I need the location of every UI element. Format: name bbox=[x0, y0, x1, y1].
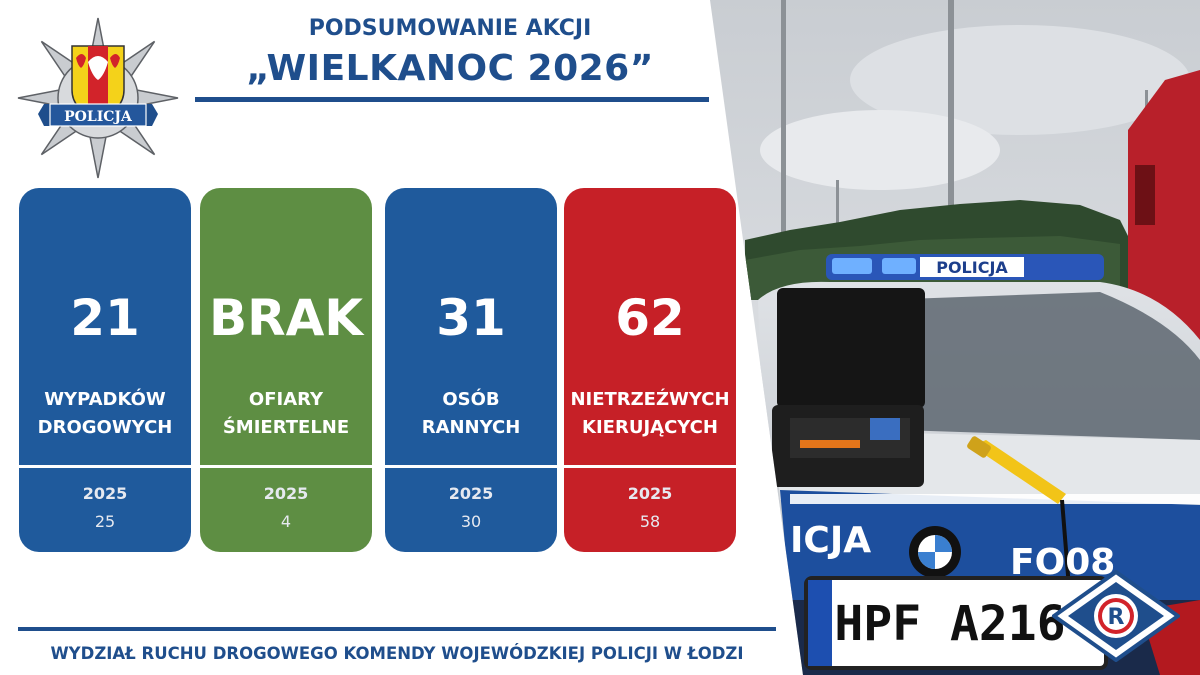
stat-label: WYPADKÓW DROGOWYCH bbox=[25, 386, 185, 442]
stat-value: 62 bbox=[615, 289, 685, 347]
stat-label-line1: WYPADKÓW bbox=[44, 389, 166, 410]
stat-value: 31 bbox=[436, 289, 506, 347]
compare-value: 58 bbox=[639, 512, 661, 531]
stat-label: OFIARY ŚMIERTELNE bbox=[206, 386, 366, 442]
stat-label-line1: OSÓB bbox=[442, 389, 500, 410]
compare-year: 2025 bbox=[627, 484, 673, 503]
badge-letter: R bbox=[1108, 605, 1125, 630]
logo-text: POLICJA bbox=[64, 109, 133, 125]
stat-label-line2: ŚMIERTELNE bbox=[222, 417, 350, 438]
door-text: ICJA bbox=[790, 520, 871, 561]
stat-label: NIETRZEŹWYCH KIERUJĄCYCH bbox=[570, 386, 730, 442]
stat-card-accidents: 21 WYPADKÓW DROGOWYCH 2025 25 bbox=[19, 188, 191, 552]
road-traffic-badge-icon: R bbox=[1052, 570, 1180, 662]
header-title: „WIELKANOC 2026” bbox=[246, 48, 654, 89]
card-divider bbox=[385, 465, 557, 468]
stat-card-drunk-drivers: 62 NIETRZEŹWYCH KIERUJĄCYCH 2025 58 bbox=[564, 188, 736, 552]
card-divider bbox=[564, 465, 736, 468]
lightbar-text: POLICJA bbox=[936, 258, 1008, 277]
card-divider bbox=[200, 465, 372, 468]
stat-label-line2: RANNYCH bbox=[421, 417, 521, 438]
license-plate: HPF A216 bbox=[834, 596, 1065, 652]
stat-card-injured: 31 OSÓB RANNYCH 2025 30 bbox=[385, 188, 557, 552]
stat-value: 21 bbox=[70, 289, 140, 347]
stat-label-line2: KIERUJĄCYCH bbox=[582, 417, 718, 438]
stat-label-line2: DROGOWYCH bbox=[37, 417, 173, 438]
stat-label-line1: OFIARY bbox=[248, 389, 324, 410]
card-divider bbox=[19, 465, 191, 468]
stat-label-line1: NIETRZEŹWYCH bbox=[570, 389, 730, 410]
compare-value: 4 bbox=[280, 512, 292, 531]
compare-year: 2025 bbox=[263, 484, 309, 503]
compare-year: 2025 bbox=[82, 484, 128, 503]
police-logo: POLICJA bbox=[17, 17, 179, 179]
stat-value: BRAK bbox=[208, 289, 364, 347]
compare-value: 25 bbox=[94, 512, 116, 531]
compare-year: 2025 bbox=[448, 484, 494, 503]
compare-value: 30 bbox=[460, 512, 482, 531]
police-star-emblem: POLICJA bbox=[17, 17, 179, 179]
stat-card-fatalities: BRAK OFIARY ŚMIERTELNE 2025 4 bbox=[200, 188, 372, 552]
stat-label: OSÓB RANNYCH bbox=[391, 386, 551, 442]
header-subtitle: PODSUMOWANIE AKCJI bbox=[308, 16, 592, 41]
footer-text: WYDZIAŁ RUCHU DROGOWEGO KOMENDY WOJEWÓDZ… bbox=[50, 644, 744, 663]
footer-divider bbox=[18, 627, 776, 631]
title-divider bbox=[195, 97, 709, 102]
